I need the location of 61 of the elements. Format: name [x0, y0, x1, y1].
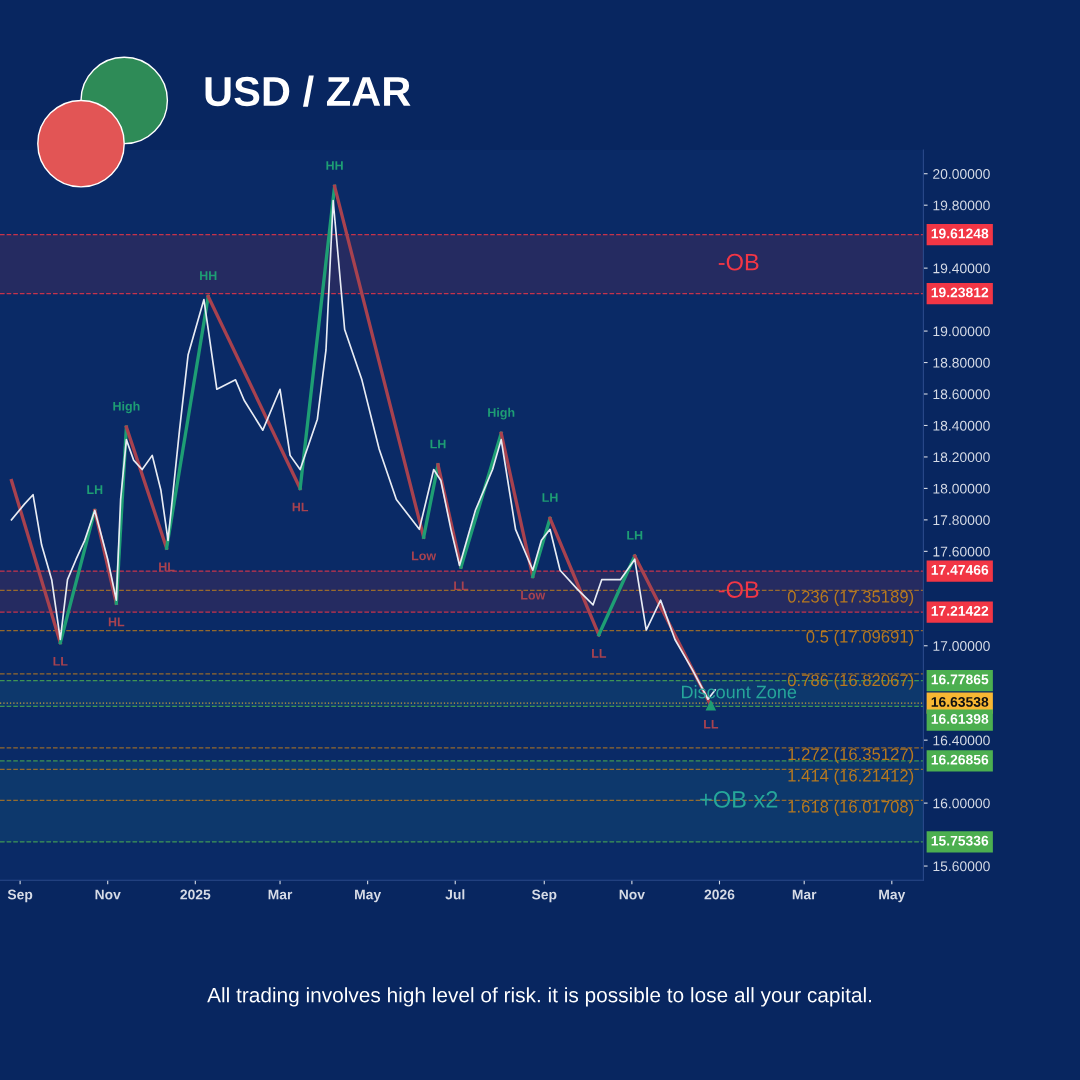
y-tick-label: 17.60000 — [933, 546, 990, 557]
y-tick-label: 19.00000 — [933, 326, 990, 337]
y-tick-label: 17.00000 — [933, 641, 990, 651]
ref-line-label: 17.21422 — [931, 605, 989, 616]
annotation: HH — [326, 161, 343, 170]
annotation: LH — [430, 439, 446, 449]
y-tick-label: 16.00000 — [933, 798, 990, 809]
x-tick-label: May — [879, 889, 906, 903]
y-tick-label: 15.60000 — [933, 861, 990, 872]
annotation: LL — [454, 581, 469, 591]
x-tick-label: Nov — [95, 889, 121, 900]
chart-title: USD / ZAR — [205, 75, 411, 107]
x-tick-label: Nov — [619, 889, 645, 900]
ref-line-label: 0.5 (17.09691) — [806, 630, 914, 647]
annotation: LH — [542, 493, 558, 502]
ref-line-label: 16.77865 — [931, 674, 989, 685]
ref-line-label: 1.618 (16.01708) — [788, 800, 914, 816]
x-tick-label: Sep — [7, 889, 33, 903]
y-tick-label: 18.60000 — [933, 389, 990, 400]
annotation: LH — [87, 485, 103, 494]
annotation: LL — [53, 656, 68, 666]
x-tick-label: Sep — [531, 889, 557, 903]
y-tick-label: 18.80000 — [933, 357, 990, 368]
annotation: Low — [521, 590, 546, 600]
text: All trading involves high level of risk. it is possible to lose all your capital. — [207, 987, 872, 1007]
annotation: LL — [704, 719, 719, 729]
annotation: HH — [200, 271, 217, 280]
x-tick-label: Jul — [445, 889, 465, 900]
band-label: -OB — [718, 253, 759, 271]
ref-line-label: 0.236 (17.35189) — [787, 590, 914, 606]
annotation: HL — [159, 562, 175, 572]
y-tick-label: 19.80000 — [933, 200, 990, 211]
y-tick-label: 18.40000 — [933, 420, 990, 431]
ref-line-label: 16.26856 — [931, 754, 989, 765]
x-tick-label: Mar — [792, 889, 817, 900]
y-tick-label: 18.20000 — [933, 452, 990, 463]
y-tick-label: 18.00000 — [933, 483, 990, 494]
x-tick-label: May — [355, 889, 382, 903]
annotation: LH — [627, 530, 643, 540]
ref-line-label: 16.63538 — [931, 697, 989, 707]
y-tick-label: 17.80000 — [933, 515, 990, 526]
ref-line-label: 19.61248 — [931, 228, 989, 239]
y-tick-label: 16.40000 — [933, 735, 990, 746]
annotation: LL — [592, 649, 607, 658]
ref-line-label: 19.23812 — [931, 287, 989, 298]
annotation: High — [488, 407, 515, 420]
y-tick-label: 20.00000 — [933, 169, 990, 179]
ref-line-label: 17.47466 — [931, 564, 989, 575]
annotation: Low — [411, 551, 437, 561]
annotation: HL — [108, 617, 125, 627]
ref-line-label: 16.61398 — [931, 714, 989, 724]
y-tick-label: 19.40000 — [933, 263, 990, 274]
annotation: High — [113, 401, 140, 414]
x-tick-label: 2025 — [180, 889, 211, 900]
x-tick-label: 2026 — [704, 889, 735, 900]
annotation: HL — [292, 502, 309, 512]
ref-line-label: 1.414 (16.21412) — [788, 769, 914, 785]
ref-line-label: 1.272 (16.35127) — [788, 747, 914, 764]
ref-line-label: 15.75336 — [931, 835, 989, 846]
band-label: -OB — [718, 581, 759, 598]
x-tick-label: Mar — [268, 889, 293, 900]
